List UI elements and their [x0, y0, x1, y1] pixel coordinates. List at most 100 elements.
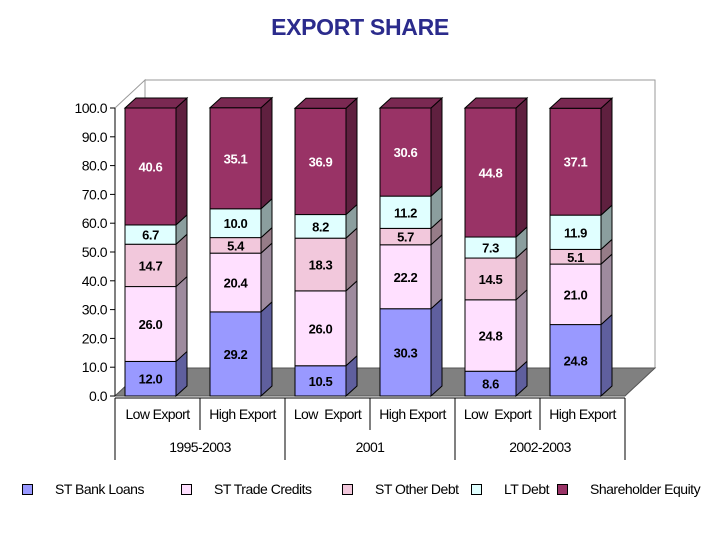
data-label: 21.0	[564, 287, 588, 302]
legend: ST Bank Loans ST Trade Credits ST Other De…	[0, 481, 720, 503]
y-tick-label: 30.0	[82, 302, 108, 318]
legend-item: Shareholder Equity	[557, 481, 701, 497]
legend-swatch	[342, 483, 353, 495]
data-label: 18.3	[309, 258, 333, 273]
data-label: 11.2	[394, 205, 417, 220]
data-label: 24.8	[564, 353, 588, 368]
bar-segment	[464, 107, 517, 238]
data-label: 10.5	[309, 374, 333, 389]
bar-segment-side	[430, 96, 443, 198]
legend-label: ST Other Debt	[375, 481, 459, 497]
legend-item: ST Other Debt	[342, 481, 459, 497]
bar-segment	[294, 365, 347, 397]
bar-segment	[549, 107, 602, 216]
bar-stack: 12.0 26.0 14.7 6.7 40.6	[123, 96, 189, 398]
data-label: 7.3	[482, 241, 499, 256]
y-tick-label: 20.0	[82, 330, 108, 346]
data-label: 40.6	[139, 159, 163, 174]
bar-segment	[209, 252, 262, 313]
bar-segment	[124, 360, 177, 397]
bar-segment	[379, 244, 432, 310]
bar-top	[123, 97, 189, 109]
bar-segment-side	[430, 233, 443, 310]
data-label: 35.1	[224, 151, 248, 166]
y-tick-label: 60.0	[82, 215, 108, 231]
data-label: 24.8	[479, 329, 503, 344]
bar-stack: 10.5 26.0 18.3 8.2 36.9	[293, 97, 359, 398]
legend-item: ST Bank Loans	[22, 481, 144, 497]
chart-title: EXPORT SHARE	[271, 14, 449, 40]
bar-segment	[294, 290, 347, 367]
bar-stack: 30.3 22.2 5.7 11.2 30.6	[378, 96, 444, 398]
y-tick-label: 0.0	[89, 388, 108, 404]
bar-segment	[209, 107, 262, 210]
bar-stack: 29.2 20.4 5.4 10.0 35.1	[208, 96, 274, 398]
bar-segment-side	[515, 288, 528, 373]
bar-segment-side	[260, 96, 273, 210]
bar-segment-side	[260, 300, 273, 398]
x-tick-label: Low Export	[464, 406, 532, 422]
bar-top	[548, 97, 614, 109]
data-label: 6.7	[142, 228, 159, 243]
data-label: 26.0	[309, 321, 333, 336]
x-axis: Low Export High Export Low Export High Expo…	[114, 397, 626, 460]
bar-segment-side	[430, 297, 443, 398]
data-label: 5.4	[227, 238, 245, 253]
legend-swatch	[557, 483, 568, 495]
x-tick-label: High Export	[209, 406, 276, 422]
legend-swatch	[181, 483, 192, 495]
data-label: 37.1	[564, 155, 588, 170]
group-label: 2001	[356, 439, 386, 455]
data-label: 5.1	[567, 250, 584, 265]
data-label: 14.7	[139, 258, 163, 273]
bar-stack: 8.6 24.8 14.5 7.3 44.8	[463, 96, 529, 398]
legend-swatch	[22, 483, 33, 495]
bar-segment	[379, 308, 432, 397]
data-label: 8.6	[482, 377, 499, 392]
data-label: 22.2	[394, 270, 418, 285]
bar-segment-side	[600, 313, 613, 398]
data-label: 11.9	[564, 225, 587, 240]
bar-segment	[124, 286, 177, 362]
group-label: 1995-2003	[169, 439, 231, 455]
y-tick-label: 50.0	[82, 244, 108, 260]
data-label: 44.8	[479, 166, 503, 181]
data-label: 26.0	[139, 317, 163, 332]
legend-label: LT Debt	[504, 481, 550, 497]
bar-segment-side	[175, 275, 188, 363]
data-label: 20.4	[224, 276, 249, 291]
bar-segment	[464, 257, 517, 301]
bar-segment-side	[345, 279, 358, 367]
bar-segment	[549, 263, 602, 326]
legend-item: LT Debt	[471, 481, 550, 497]
y-tick-label: 10.0	[82, 359, 108, 375]
bar-top	[378, 97, 444, 109]
bar-top	[463, 97, 529, 109]
y-tick-label: 40.0	[82, 273, 108, 289]
x-tick-label: High Export	[379, 406, 446, 422]
bar-segment-side	[515, 96, 528, 239]
y-tick-label: 80.0	[82, 158, 108, 174]
data-label: 5.7	[397, 230, 414, 245]
bar-segment	[379, 195, 432, 229]
data-label: 10.0	[224, 216, 248, 231]
bar-segment-side	[600, 252, 613, 326]
bar-segment-side	[175, 96, 188, 227]
data-label: 29.2	[224, 347, 248, 362]
legend-label: ST Trade Credits	[214, 481, 312, 497]
x-tick-label: High Export	[549, 406, 616, 422]
data-label: 36.9	[309, 154, 333, 169]
bar-segment	[124, 107, 177, 226]
bar-top	[293, 97, 359, 109]
legend-label: Shareholder Equity	[590, 481, 701, 497]
bar-segment-side	[345, 227, 358, 293]
bar-top	[208, 97, 274, 109]
bar-stack: 24.8 21.0 5.1 11.9 37.1	[548, 97, 614, 398]
legend-swatch	[471, 483, 482, 495]
data-label: 8.2	[312, 219, 329, 234]
x-tick-label: Low Export	[125, 406, 190, 422]
data-label: 30.6	[394, 145, 418, 160]
legend-item: ST Trade Credits	[181, 481, 312, 497]
data-label: 14.5	[479, 272, 503, 287]
y-tick-label: 100.0	[74, 100, 107, 116]
